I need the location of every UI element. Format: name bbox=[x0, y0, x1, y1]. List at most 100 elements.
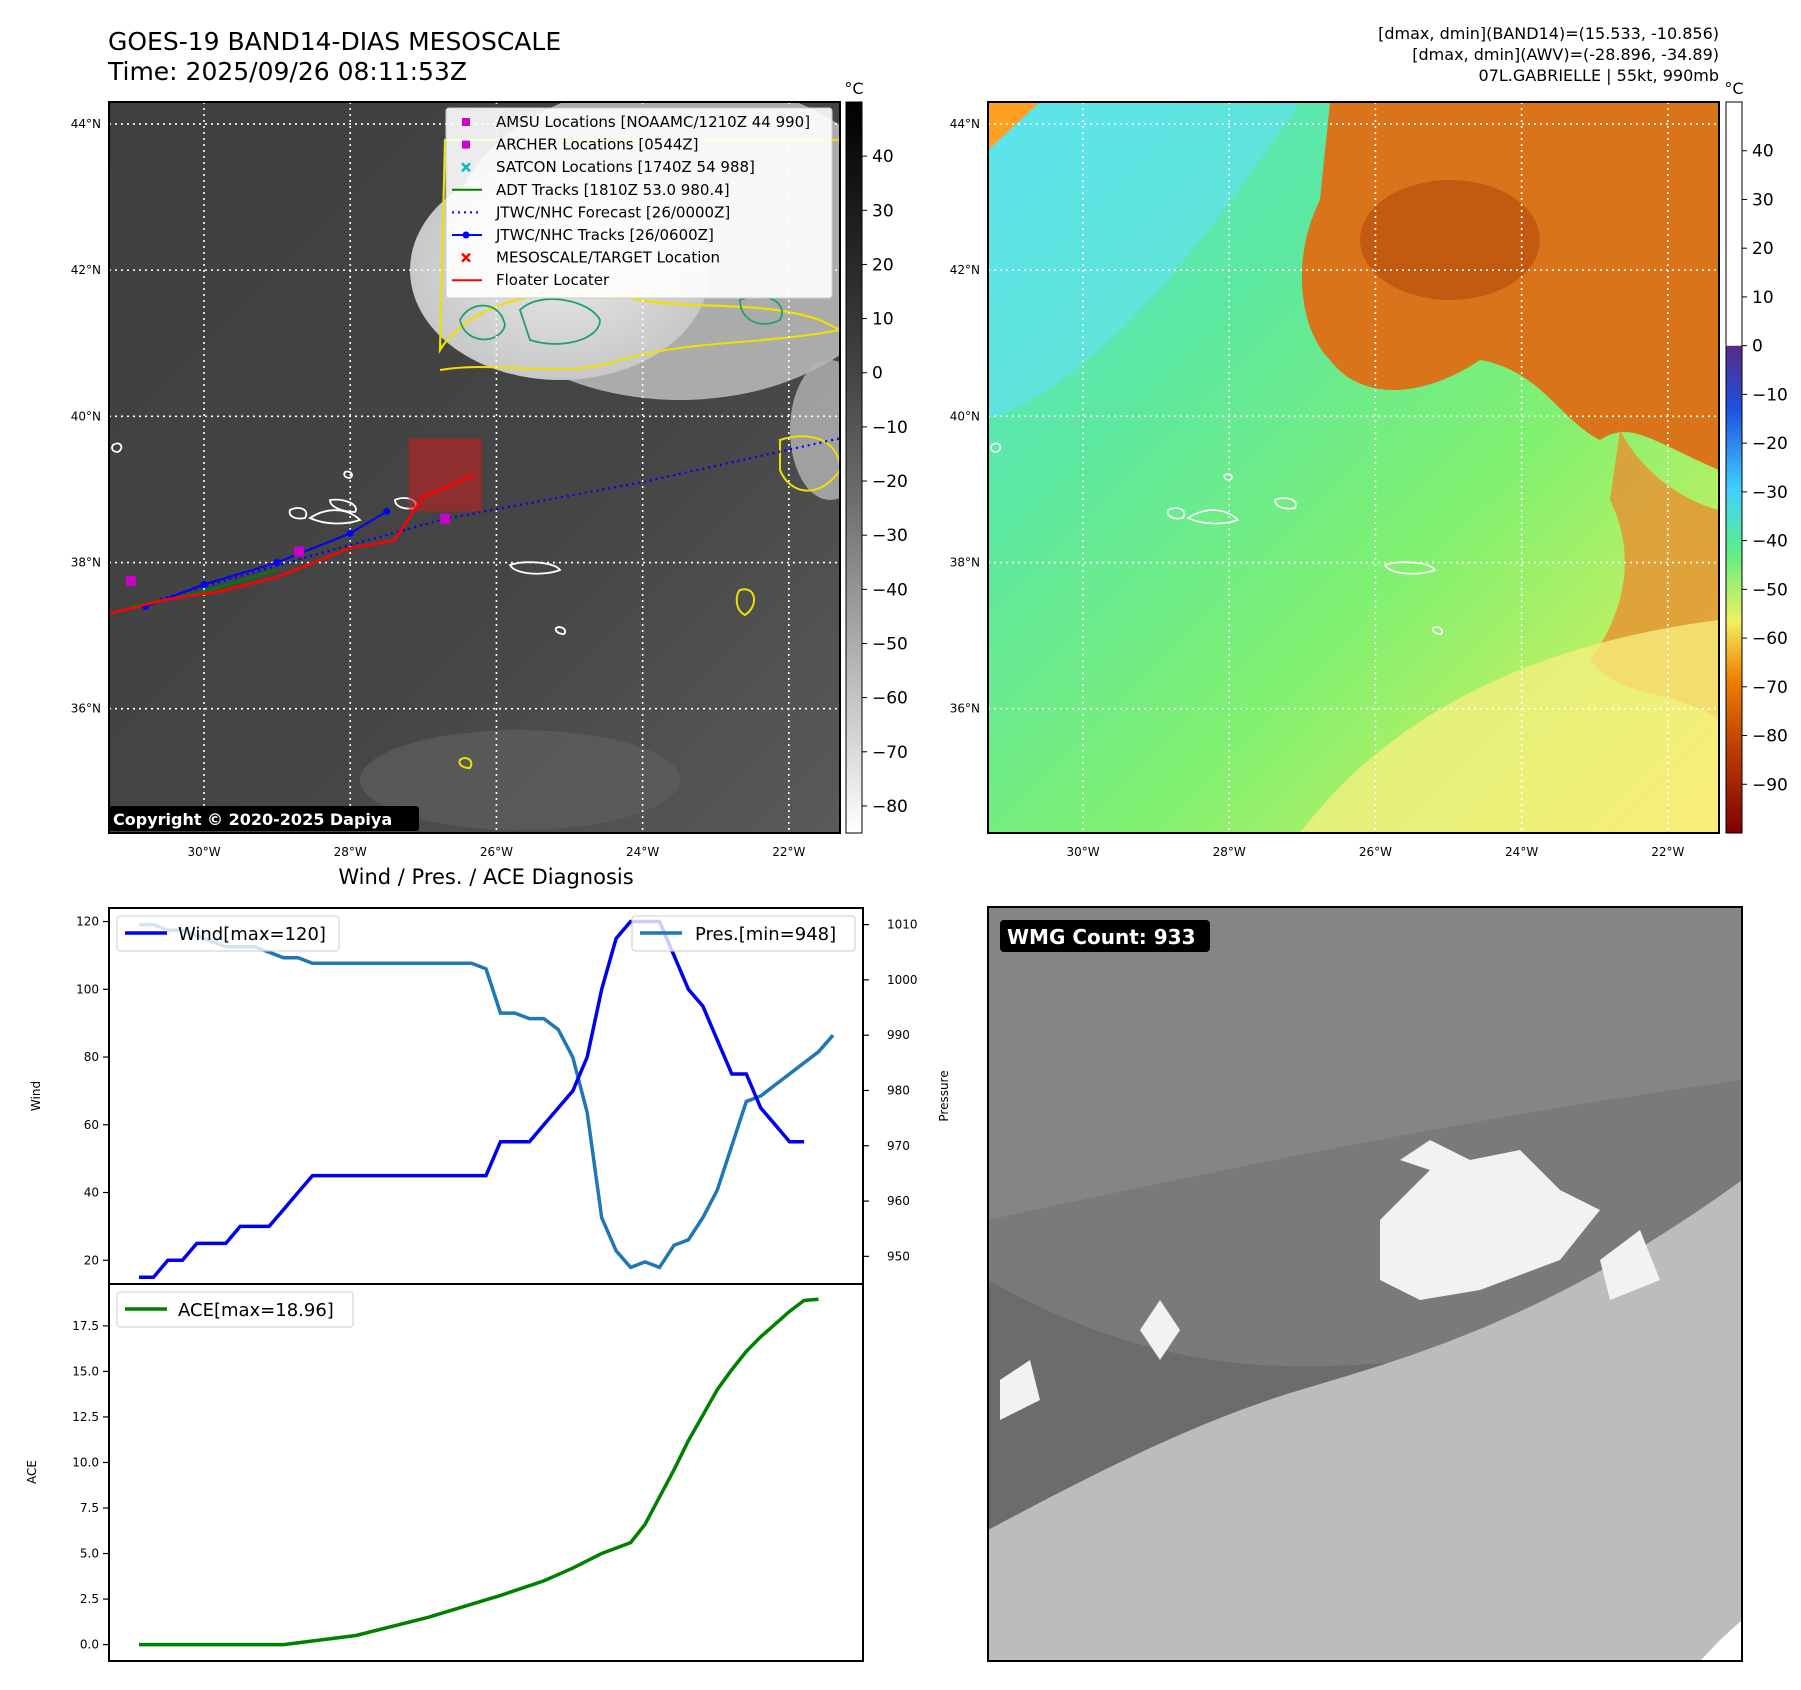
wmg-panel: WMG Count: 933 bbox=[987, 906, 1743, 1662]
lon-label-left: 26°W bbox=[480, 845, 513, 859]
lat-label-left: 42°N bbox=[71, 263, 101, 277]
lat-label-left: 36°N bbox=[71, 702, 101, 716]
band14-map-panel: 44°N 42°N 40°N 38°N 36°N 30°W 28°W 26°W 24°W 22°… bbox=[71, 79, 908, 859]
lat-label-right: 38°N bbox=[950, 556, 980, 570]
pressure-ytick-label: 1000 bbox=[887, 973, 918, 987]
colorbar-tick-label: −50 bbox=[1752, 580, 1788, 600]
wmg-upper-band bbox=[988, 907, 1742, 1220]
wind-chart-frame bbox=[108, 907, 864, 1285]
lon-label-right: 28°W bbox=[1213, 845, 1246, 859]
colorbar-tick-label: −90 bbox=[1752, 775, 1788, 795]
colorbar-tick-label: 0 bbox=[1752, 337, 1763, 357]
lon-label-left: 28°W bbox=[334, 845, 367, 859]
pressure-ytick-label: 950 bbox=[887, 1249, 910, 1263]
figure-time: Time: 2025/09/26 08:11:53Z bbox=[107, 57, 467, 86]
legend-label: ARCHER Locations [0544Z] bbox=[496, 136, 699, 154]
archer-location-marker bbox=[440, 513, 451, 524]
awv-dry-slot bbox=[988, 102, 1300, 420]
contour-green-1 bbox=[518, 298, 601, 345]
colorbar-tick-label: −60 bbox=[872, 689, 908, 709]
contour-yellow bbox=[438, 138, 840, 355]
lat-label-right: 36°N bbox=[950, 702, 980, 716]
awv-map-panel: 44°N 42°N 40°N 38°N 36°N 30°W 28°W 26°W 24°W 22°… bbox=[950, 79, 1788, 859]
wind-pressure-chart: 20 40 60 80 100 120 950 960 970 980 990 1000 1010 Wi… bbox=[29, 907, 951, 1285]
map-frame bbox=[108, 101, 841, 834]
jtwc-track-point bbox=[346, 529, 354, 537]
colorbar-tick-label: −70 bbox=[1752, 678, 1788, 698]
copyright-badge bbox=[109, 806, 419, 831]
ace-chart-frame bbox=[108, 1283, 864, 1662]
ace-ytick-label: 2.5 bbox=[80, 1592, 99, 1606]
colorbar-tick-label: 20 bbox=[1752, 239, 1774, 259]
legend-label: JTWC/NHC Forecast [26/0000Z] bbox=[495, 203, 730, 221]
wind-ytick-label: 100 bbox=[76, 982, 99, 996]
ace-ytick-label: 10.0 bbox=[72, 1455, 99, 1469]
wmg-warm-region bbox=[988, 1180, 1742, 1661]
lat-label-left: 38°N bbox=[71, 556, 101, 570]
map-frame-right bbox=[987, 101, 1720, 834]
storm-tracks bbox=[109, 437, 840, 615]
colorbar-band14 bbox=[845, 101, 863, 834]
colorbar-unit: °C bbox=[844, 79, 863, 98]
colorbar-tick-label: −30 bbox=[872, 526, 908, 546]
lon-label-right: 24°W bbox=[1505, 845, 1538, 859]
legend-marker-square bbox=[462, 140, 470, 149]
stats-band14: [dmax, dmin](BAND14)=(15.533, -10.856) bbox=[1378, 24, 1719, 43]
colorbar-tick-label: −20 bbox=[1752, 434, 1788, 454]
lon-label-right: 30°W bbox=[1066, 845, 1099, 859]
awv-warm-region bbox=[1300, 620, 1719, 833]
awv-cold-core bbox=[1360, 180, 1540, 300]
ace-legend-box bbox=[116, 1291, 354, 1328]
wind-series-line bbox=[139, 919, 805, 1279]
wind-legend-label: Wind[max=120] bbox=[178, 924, 326, 945]
stats-awv: [dmax, dmin](AWV)=(-28.896, -34.89) bbox=[1412, 45, 1719, 64]
colorbar-tick-label: −10 bbox=[872, 418, 908, 438]
pressure-legend: Pres.[min=948] bbox=[631, 915, 856, 952]
awv-corner bbox=[988, 102, 1040, 150]
floater-locater-line bbox=[109, 473, 475, 615]
wmg-bright-spot-3 bbox=[1600, 1230, 1660, 1300]
coastlines bbox=[111, 442, 567, 635]
contour-green-2 bbox=[459, 304, 506, 341]
colorbar-tick-label: −50 bbox=[872, 634, 908, 654]
legend-label: AMSU Locations [NOAAMC/1210Z 44 990] bbox=[496, 113, 810, 131]
copyright-text: Copyright © 2020-2025 Dapiya bbox=[113, 810, 392, 829]
lon-label-left: 30°W bbox=[187, 845, 220, 859]
pressure-ytick-label: 970 bbox=[887, 1139, 910, 1153]
wmg-count: WMG Count: 933 bbox=[1007, 925, 1196, 949]
jtwc-track-point bbox=[200, 580, 208, 588]
contour-yellow-small bbox=[735, 588, 755, 617]
wmg-bright-spot-1 bbox=[1140, 1300, 1180, 1360]
colorbar-tick-label: 20 bbox=[872, 255, 894, 275]
legend-label: JTWC/NHC Tracks [26/0600Z] bbox=[495, 226, 714, 244]
legend-marker-dot bbox=[462, 231, 470, 239]
ace-chart: 0.0 2.5 5.0 7.5 10.0 12.5 15.0 17.5 ACE ACE[max… bbox=[25, 1283, 864, 1662]
wind-ytick-label: 20 bbox=[84, 1253, 99, 1267]
wind-legend: Wind[max=120] bbox=[116, 915, 340, 952]
amsu-location-marker bbox=[294, 546, 305, 557]
ace-ytick-label: 12.5 bbox=[72, 1410, 99, 1424]
pressure-axis-label: Pressure bbox=[937, 1070, 951, 1121]
ace-ytick-label: 5.0 bbox=[80, 1547, 99, 1561]
low-cloud-south bbox=[360, 730, 680, 830]
amsu-location-marker bbox=[125, 575, 136, 586]
colorbar-tick-label: 10 bbox=[872, 310, 894, 330]
legend-label: MESOSCALE/TARGET Location bbox=[496, 249, 720, 267]
ace-legend-label: ACE[max=18.96] bbox=[178, 1300, 334, 1321]
legend-label: SATCON Locations [1740Z 54 988] bbox=[496, 158, 755, 176]
colorbar-tick-label: 40 bbox=[872, 147, 894, 167]
wmg-badge bbox=[1000, 920, 1210, 952]
lat-label-right: 44°N bbox=[950, 117, 980, 131]
ace-ytick-label: 7.5 bbox=[80, 1501, 99, 1515]
jtwc-forecast-line bbox=[159, 437, 840, 601]
ace-ytick-label: 0.0 bbox=[80, 1638, 99, 1652]
ace-series-line bbox=[139, 1297, 819, 1647]
ace-ytick-label: 17.5 bbox=[72, 1319, 99, 1333]
lon-label-right: 22°W bbox=[1651, 845, 1684, 859]
legend-marker-square bbox=[462, 118, 470, 126]
pressure-legend-box bbox=[631, 915, 856, 952]
colorbar-unit-right: °C bbox=[1724, 79, 1743, 98]
wmg-bright-cluster bbox=[1380, 1140, 1600, 1300]
wind-ytick-label: 60 bbox=[84, 1118, 99, 1132]
